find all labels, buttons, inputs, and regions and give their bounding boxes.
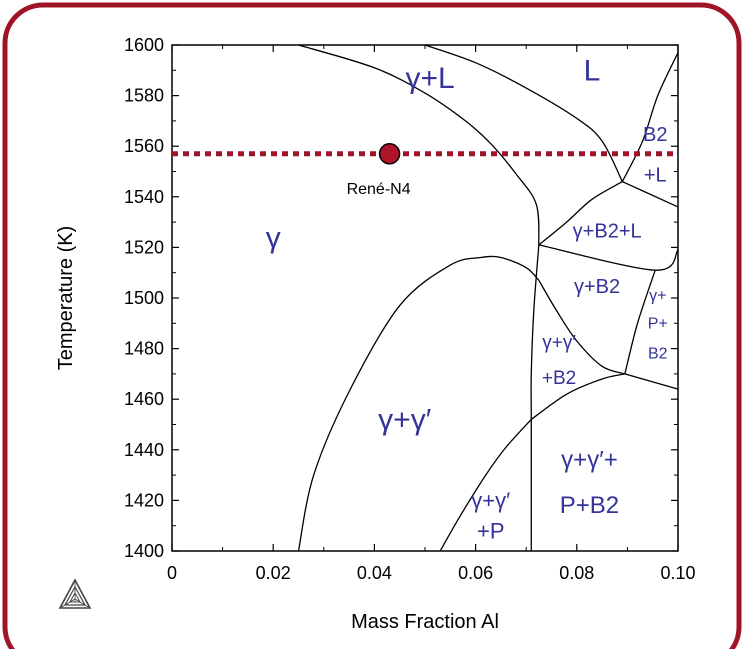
- phase-label: +P: [477, 518, 505, 543]
- y-tick-label: 1440: [124, 440, 164, 460]
- phase-label: +B2: [542, 368, 576, 389]
- x-tick-label: 0: [167, 563, 177, 583]
- phase-label: γ+L: [405, 62, 454, 95]
- phase-boundary: [624, 269, 656, 375]
- y-axis-label: Temperature (K): [55, 226, 77, 371]
- phase-label: L: [584, 54, 601, 87]
- phase-label: γ+B2: [574, 276, 620, 298]
- alloy-marker: [378, 143, 401, 165]
- phase-boundary: [624, 373, 679, 390]
- y-tick-label: 1460: [124, 389, 164, 409]
- x-tick-label: 0.10: [660, 563, 695, 583]
- phase-label: γ+γ′: [542, 333, 576, 354]
- phase-label: P+: [648, 315, 668, 332]
- x-tick-label: 0.08: [559, 563, 594, 583]
- phase-label: +L: [644, 165, 667, 187]
- phase-boundary: [538, 279, 626, 375]
- phase-label: P+B2: [560, 492, 619, 519]
- plot-area: 1400 1420 1440 1460 1480 1500 1520 1540 1560 1580…: [55, 35, 696, 633]
- phase-boundary: [298, 44, 540, 245]
- phase-label: γ+: [649, 288, 666, 305]
- phase-label: γ: [266, 221, 281, 254]
- x-tick-label: 0.04: [357, 563, 392, 583]
- phase-boundary: [530, 244, 540, 551]
- x-tick-label: 0.06: [458, 563, 493, 583]
- alloy-marker-label: René-N4: [347, 181, 411, 198]
- phase-boundary: [297, 255, 540, 552]
- y-tick-label: 1420: [124, 490, 164, 510]
- y-tick-label: 1500: [124, 288, 164, 308]
- phase-label: γ+γ′: [378, 404, 432, 437]
- x-axis-label: Mass Fraction Al: [351, 611, 499, 633]
- phase-boundary: [538, 244, 679, 271]
- x-tick-label: 0.02: [256, 563, 291, 583]
- phase-boundary: [439, 419, 532, 552]
- phase-label: γ+γ′: [471, 488, 510, 513]
- phase-boundary: [424, 44, 623, 182]
- y-tick-label: 1480: [124, 339, 164, 359]
- software-logo-icon: [58, 578, 92, 609]
- phase-label: B2: [643, 124, 667, 146]
- y-tick-label: 1520: [124, 237, 164, 257]
- phase-boundary: [622, 181, 679, 208]
- phase-label: γ+γ′+: [561, 447, 618, 474]
- y-tick-label: 1400: [124, 541, 164, 561]
- y-tick-label: 1580: [124, 86, 164, 106]
- phase-boundary: [538, 181, 623, 246]
- phase-boundary: [530, 373, 626, 420]
- phase-label: γ+B2+L: [573, 220, 642, 242]
- y-tick-label: 1560: [124, 136, 164, 156]
- y-tick-label: 1600: [124, 35, 164, 55]
- phase-label: B2: [648, 346, 668, 363]
- y-tick-label: 1540: [124, 187, 164, 207]
- phase-boundary: [621, 52, 679, 182]
